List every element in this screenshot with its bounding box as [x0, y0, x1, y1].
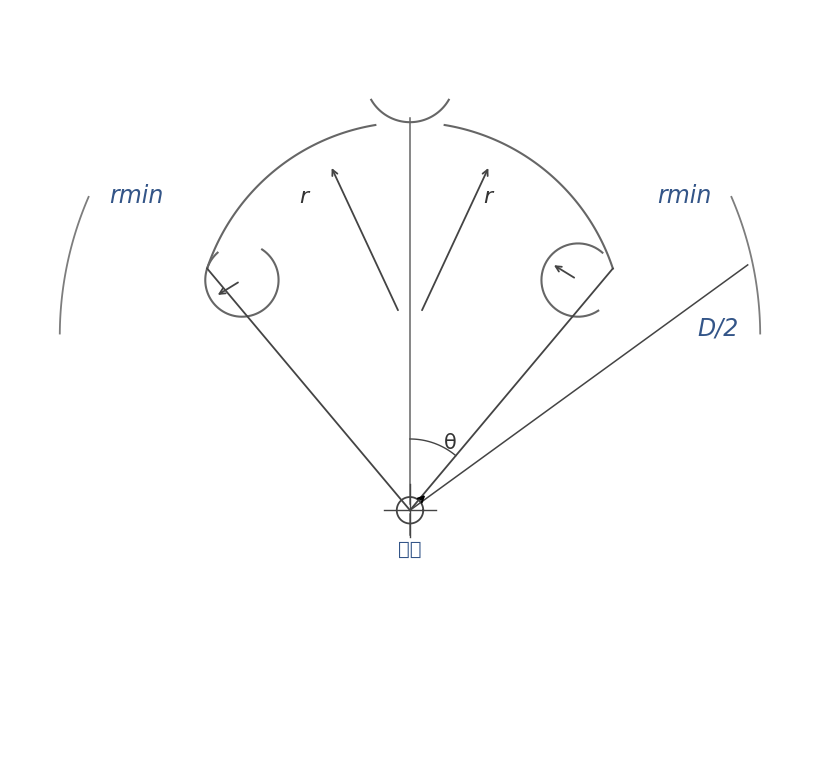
Text: D/2: D/2: [697, 316, 738, 340]
Text: rmin: rmin: [109, 185, 163, 208]
Text: rmin: rmin: [656, 185, 710, 208]
Text: r: r: [299, 188, 308, 208]
Text: 中心: 中心: [398, 540, 421, 559]
Text: r: r: [482, 188, 491, 208]
Text: θ: θ: [444, 434, 456, 453]
